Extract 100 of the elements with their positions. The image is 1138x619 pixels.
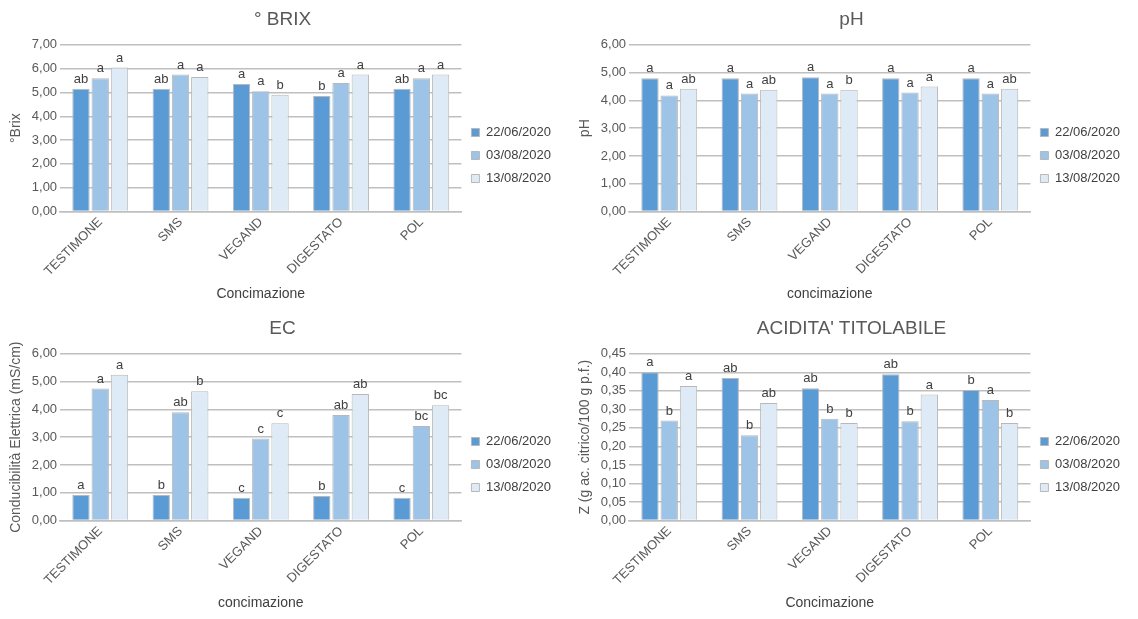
y-tick-label: 0,00: [31, 203, 58, 219]
data-label: a: [436, 56, 445, 72]
data-label: bc: [414, 408, 429, 424]
y-tick-label: 4,00: [600, 91, 627, 107]
data-label: b: [845, 71, 853, 87]
data-label: a: [176, 56, 185, 72]
chart-title: pH: [839, 7, 864, 29]
data-label: a: [665, 77, 674, 93]
data-label: b: [196, 373, 204, 389]
data-label: ab: [883, 356, 899, 372]
legend-label: 13/08/2020: [1054, 479, 1121, 495]
y-tick-label: 0,00: [31, 512, 58, 528]
y-tick-label: 0,40: [600, 363, 627, 379]
y-tick-label: 0,35: [600, 382, 627, 398]
data-label: ab: [761, 71, 776, 87]
y-tick-label: 6,00: [31, 345, 58, 361]
data-label: ab: [1002, 70, 1017, 86]
data-label: c: [257, 420, 265, 436]
data-label: a: [986, 382, 995, 398]
y-tick-label: 0,45: [600, 345, 627, 361]
y-axis-title: pH: [576, 119, 593, 138]
data-label: a: [826, 75, 835, 91]
y-tick-label: 3,00: [600, 119, 627, 135]
data-label: ab: [681, 70, 696, 86]
data-label: a: [115, 49, 124, 65]
y-tick-label: 2,00: [31, 155, 58, 171]
x-tick-label: POL: [396, 214, 426, 244]
x-axis-title: concimazione: [786, 285, 873, 302]
y-axis-title: Conducibilità Elettrica (mS/cm): [7, 341, 24, 533]
y-tick-label: 7,00: [31, 36, 58, 52]
data-label: b: [318, 78, 326, 94]
data-label: a: [925, 376, 934, 392]
legend-label: 03/08/2020: [1054, 456, 1121, 472]
y-tick-label: 0,15: [600, 456, 627, 472]
data-label: a: [986, 75, 995, 91]
y-axis-title: Z (g ac. citrico/100 g p.f.): [576, 359, 593, 515]
data-label: a: [77, 477, 86, 493]
legend-label: 03/08/2020: [485, 456, 552, 472]
data-label: a: [745, 75, 754, 91]
chart-title: ACIDITA' TITOLABILE: [756, 316, 947, 338]
chart-title: ° BRIX: [253, 7, 312, 29]
chart-title: EC: [269, 316, 296, 338]
legend-label: 13/08/2020: [485, 479, 552, 495]
y-tick-label: 5,00: [31, 84, 58, 100]
data-label: ab: [394, 70, 410, 86]
data-label: c: [238, 479, 246, 495]
legend-label: 22/06/2020: [1054, 433, 1121, 449]
data-label: a: [925, 68, 934, 84]
y-tick-label: 3,00: [31, 131, 58, 147]
legend-label: 03/08/2020: [485, 147, 552, 163]
data-label: a: [906, 74, 915, 90]
legend-label: 03/08/2020: [1054, 147, 1121, 163]
data-label: a: [237, 66, 246, 82]
data-label: b: [967, 372, 975, 388]
data-label: ab: [723, 359, 738, 375]
data-label: c: [398, 479, 406, 495]
x-axis-title: Concimazione: [785, 594, 875, 611]
data-label: a: [96, 60, 105, 76]
y-tick-label: 2,00: [600, 147, 627, 163]
y-tick-label: 0,00: [600, 512, 627, 528]
data-label: b: [318, 478, 326, 494]
data-label: a: [967, 60, 976, 76]
data-label: a: [726, 60, 735, 76]
data-label: b: [745, 417, 754, 433]
legend-label: 22/06/2020: [485, 124, 552, 140]
x-tick-label: POL: [965, 523, 995, 553]
x-tick-label: POL: [396, 523, 426, 553]
y-axis-title: °Brix: [7, 113, 24, 144]
data-label: b: [665, 402, 673, 418]
data-label: a: [257, 73, 266, 89]
data-label: ab: [333, 397, 349, 413]
data-label: a: [646, 354, 655, 370]
y-tick-label: 2,00: [31, 456, 58, 472]
y-tick-label: 6,00: [600, 36, 627, 52]
y-tick-label: 1,00: [600, 175, 627, 191]
legend-label: 22/06/2020: [485, 433, 552, 449]
data-label: a: [196, 59, 205, 75]
data-label: a: [337, 64, 346, 80]
y-tick-label: 5,00: [31, 373, 58, 389]
data-label: b: [845, 405, 853, 421]
data-label: a: [96, 370, 105, 386]
y-tick-label: 0,10: [600, 475, 627, 491]
x-axis-title: concimazione: [217, 594, 304, 611]
data-label: bc: [433, 387, 448, 403]
y-tick-label: 4,00: [31, 400, 58, 416]
y-tick-label: 0,00: [600, 203, 627, 219]
data-label: ab: [73, 70, 89, 86]
data-label: a: [646, 60, 655, 76]
data-label: a: [684, 368, 693, 384]
data-label: c: [276, 405, 284, 421]
y-tick-label: 1,00: [31, 179, 58, 195]
data-label: a: [887, 60, 896, 76]
y-tick-label: 5,00: [600, 64, 627, 80]
y-tick-label: 1,00: [31, 484, 58, 500]
data-label: ab: [803, 370, 818, 386]
data-label: b: [1005, 405, 1014, 421]
data-label: ab: [154, 70, 169, 86]
data-label: b: [906, 403, 914, 419]
data-label: b: [157, 477, 165, 493]
data-label: a: [356, 56, 365, 72]
